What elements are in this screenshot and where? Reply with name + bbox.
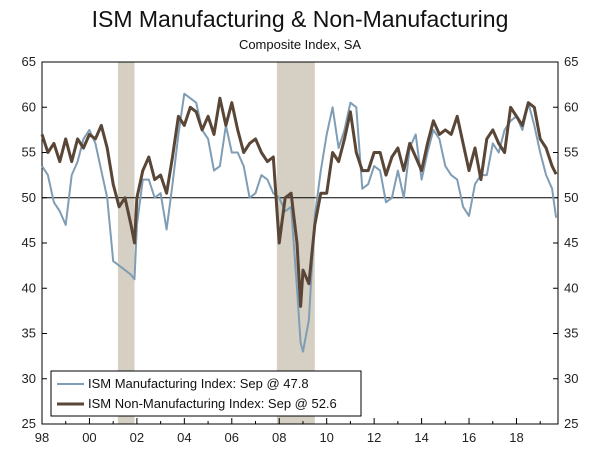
y-tick-label-left: 35 bbox=[22, 326, 36, 341]
y-tick-label-left: 45 bbox=[22, 235, 36, 250]
x-tick-label: 10 bbox=[319, 430, 333, 445]
y-tick-label-left: 55 bbox=[22, 145, 36, 160]
y-tick-label-left: 50 bbox=[22, 190, 36, 205]
legend-label-manufacturing: ISM Manufacturing Index: Sep @ 47.8 bbox=[88, 376, 309, 391]
y-tick-label-left: 25 bbox=[22, 416, 36, 431]
x-tick-label: 06 bbox=[225, 430, 239, 445]
series-line-manufacturing bbox=[41, 92, 558, 353]
y-tick-label-right: 50 bbox=[564, 190, 578, 205]
x-tick-label: 02 bbox=[130, 430, 144, 445]
y-tick-label-left: 30 bbox=[22, 371, 36, 386]
x-tick-label: 12 bbox=[367, 430, 381, 445]
y-tick-label-left: 60 bbox=[22, 99, 36, 114]
y-tick-label-right: 45 bbox=[564, 235, 578, 250]
y-tick-label-right: 35 bbox=[564, 326, 578, 341]
x-tick-label: 08 bbox=[272, 430, 286, 445]
x-tick-label: 16 bbox=[462, 430, 476, 445]
axes-group: 25 25 30 30 35 35 40 40 45 45 50 50 55 55 60 60 65 65 98 00… bbox=[22, 54, 579, 445]
legend-label-non-manufacturing: ISM Non-Manufacturing Index: Sep @ 52.6 bbox=[88, 396, 337, 411]
y-tick-label-left: 65 bbox=[22, 54, 36, 69]
x-tick-label: 00 bbox=[82, 430, 96, 445]
legend: ISM Manufacturing Index: Sep @ 47.8 ISM … bbox=[50, 370, 362, 417]
x-tick-label: 04 bbox=[177, 430, 191, 445]
y-tick-label-right: 60 bbox=[564, 99, 578, 114]
series-lines-group bbox=[40, 92, 558, 353]
x-tick-label: 14 bbox=[414, 430, 428, 445]
y-tick-label-right: 40 bbox=[564, 280, 578, 295]
y-tick-label-right: 55 bbox=[564, 145, 578, 160]
y-tick-label-right: 65 bbox=[564, 54, 578, 69]
x-tick-label: 98 bbox=[35, 430, 49, 445]
chart-title: ISM Manufacturing & Non-Manufacturing bbox=[91, 6, 509, 32]
x-tick-label: 18 bbox=[509, 430, 523, 445]
chart-subtitle: Composite Index, SA bbox=[238, 37, 362, 52]
legend-box bbox=[50, 370, 362, 417]
y-tick-label-left: 40 bbox=[22, 280, 36, 295]
recession-band-1 bbox=[117, 62, 135, 424]
y-tick-label-right: 30 bbox=[564, 371, 578, 386]
series-line-non-manufacturing bbox=[40, 96, 558, 308]
y-tick-label-right: 25 bbox=[564, 416, 578, 431]
